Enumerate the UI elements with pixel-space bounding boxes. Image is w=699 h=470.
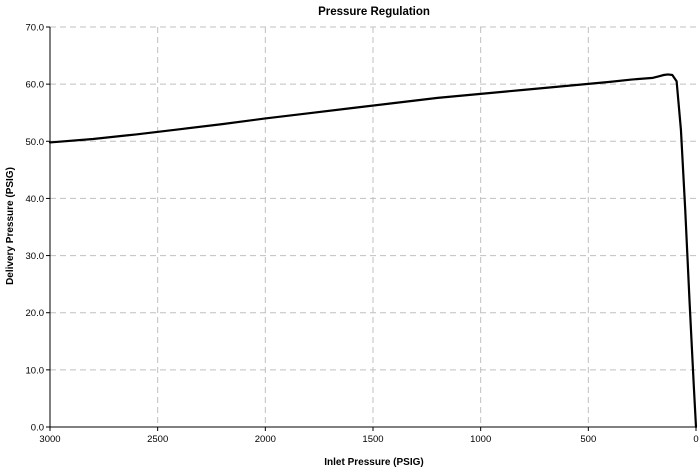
- x-tick-label: 0: [693, 434, 698, 445]
- x-tick-label: 1000: [470, 434, 491, 445]
- y-tick-label: 70.0: [26, 23, 45, 34]
- x-tick-label: 500: [580, 434, 596, 445]
- x-axis-label: Inlet Pressure (PSIG): [324, 457, 423, 468]
- y-tick-label: 0.0: [31, 423, 44, 434]
- y-tick-label: 50.0: [26, 137, 45, 148]
- y-tick-label: 40.0: [26, 194, 45, 205]
- x-tick-label: 3000: [39, 434, 60, 445]
- x-tick-label: 2500: [147, 434, 168, 445]
- chart-title: Pressure Regulation: [318, 6, 430, 18]
- y-axis-label: Delivery Pressure (PSIG): [5, 167, 16, 285]
- y-tick-label: 60.0: [26, 80, 45, 91]
- x-tick-label: 2000: [255, 434, 276, 445]
- y-tick-label: 10.0: [26, 365, 45, 376]
- y-tick-label: 20.0: [26, 308, 45, 319]
- y-tick-label: 30.0: [26, 251, 45, 262]
- x-tick-label: 1500: [362, 434, 383, 445]
